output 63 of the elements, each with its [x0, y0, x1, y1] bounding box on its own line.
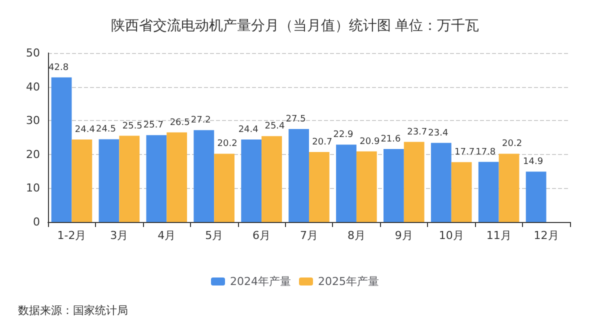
bar — [451, 162, 472, 222]
data-label: 42.8 — [48, 62, 69, 73]
bar — [51, 77, 72, 222]
bar — [119, 136, 140, 222]
bar — [98, 139, 120, 222]
x-tick-label: 5月 — [205, 229, 224, 242]
x-tick-label: 11月 — [486, 229, 512, 242]
bar — [72, 140, 92, 222]
data-label: 21.6 — [380, 134, 401, 144]
bar — [498, 154, 520, 222]
bar — [309, 152, 330, 222]
bar — [194, 130, 214, 222]
chart-title: 陕西省交流电动机产量分月（当月值）统计图 单位：万千瓦 — [110, 18, 480, 34]
y-tick-label: 20 — [26, 148, 40, 161]
data-label: 25.4 — [264, 122, 286, 132]
data-label: 25.7 — [143, 120, 164, 131]
bar — [430, 142, 452, 222]
x-tick-label: 7月 — [300, 229, 318, 242]
data-label: 20.2 — [502, 139, 522, 150]
x-tick-label: 8月 — [347, 229, 366, 242]
data-label: 24.4 — [74, 125, 96, 136]
bar — [214, 154, 234, 222]
data-label: 27.2 — [190, 116, 211, 126]
y-tick-label: 30 — [26, 114, 40, 128]
data-label: 20.7 — [312, 138, 332, 148]
data-label: 22.9 — [333, 130, 354, 140]
x-tick-label: 12月 — [534, 229, 559, 242]
x-tick-label: 4月 — [158, 229, 176, 242]
x-tick-label: 10月 — [438, 229, 464, 242]
x-tick-label: 3月 — [110, 229, 128, 242]
bar — [166, 132, 188, 222]
data-label: 24.5 — [96, 124, 116, 135]
data-label: 23.7 — [407, 127, 428, 138]
data-label: 20.2 — [217, 139, 238, 150]
legend-label: 2025年产量 — [318, 275, 379, 288]
bar — [262, 136, 282, 222]
bar — [404, 142, 424, 222]
y-tick-label: 40 — [26, 80, 40, 94]
bar — [241, 140, 262, 222]
data-label: 24.4 — [238, 125, 259, 136]
source-note: 数据来源：国家统计局 — [18, 304, 128, 317]
data-label: 17.8 — [476, 147, 496, 158]
data-label: 27.5 — [286, 114, 306, 125]
bar — [384, 148, 404, 222]
y-tick-label: 10 — [26, 182, 40, 195]
bar — [288, 129, 309, 222]
y-tick-label: 0 — [33, 216, 40, 228]
data-label: 20.9 — [360, 136, 380, 147]
data-label: 23.4 — [428, 128, 448, 138]
bar — [336, 144, 356, 222]
bar — [146, 135, 167, 222]
bar — [478, 162, 499, 222]
x-tick-label: 1-2月 — [57, 229, 86, 242]
y-tick-label: 50 — [26, 46, 40, 60]
bar — [526, 172, 546, 222]
data-label: 25.5 — [122, 121, 142, 132]
bar — [356, 151, 377, 222]
data-label: 17.7 — [454, 148, 475, 158]
data-label: 14.9 — [523, 157, 544, 168]
legend-label: 2024年产量 — [230, 275, 292, 288]
data-label: 26.5 — [170, 118, 190, 128]
x-tick-label: 6月 — [252, 229, 271, 242]
x-tick-label: 9月 — [394, 229, 413, 242]
